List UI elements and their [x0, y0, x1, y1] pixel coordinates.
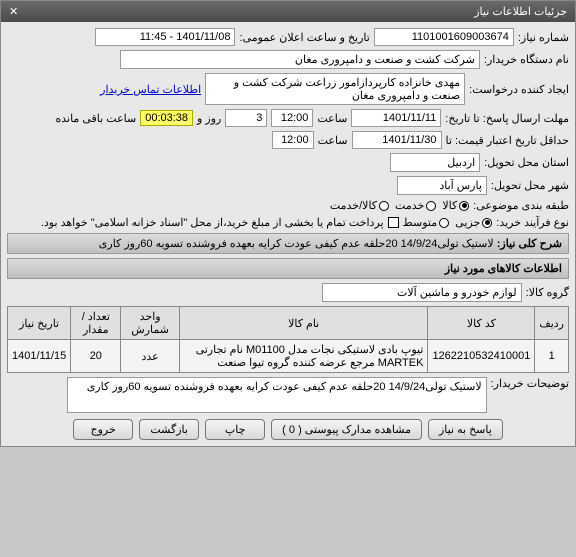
td-qty: 20: [71, 340, 121, 373]
goods-table: ردیف کد کالا نام کالا واحد شمارش تعداد /…: [7, 306, 569, 373]
hour-label-1: ساعت: [317, 112, 347, 125]
province-label: استان محل تحویل:: [484, 156, 569, 169]
price-hour: 12:00: [272, 131, 314, 149]
overview-text: لاستیک تولی14/9/24 20حلقه عدم کیفی عودت …: [99, 238, 494, 250]
pardakht-checkbox[interactable]: [388, 217, 399, 228]
back-button[interactable]: بازگشت: [139, 419, 199, 440]
price-valid-label: حداقل تاریخ اعتبار قیمت: تا: [446, 134, 569, 147]
pardakht-label: پرداخت تمام یا بخشی از مبلغ خرید،از محل …: [41, 216, 384, 229]
days-word: روز و: [197, 112, 221, 125]
td-row: 1: [535, 340, 569, 373]
province-field: اردبیل: [390, 153, 480, 172]
td-date: 1401/11/15: [8, 340, 71, 373]
answer-button[interactable]: پاسخ به نیاز: [428, 419, 503, 440]
announce-label: تاریخ و ساعت اعلان عمومی:: [239, 31, 369, 44]
hour-label-2: ساعت: [318, 134, 348, 147]
td-code: 1262210532410001: [428, 340, 535, 373]
group-field: لوازم خودرو و ماشین آلات: [322, 283, 522, 302]
radio-kk-label: کالا/خدمت: [330, 199, 377, 212]
td-unit: عدد: [121, 340, 180, 373]
details-window: جزئیات اطلاعات نیاز ✕ شماره نیاز: 110100…: [0, 0, 576, 447]
group-label: گروه کالا:: [526, 286, 569, 299]
announce-field: 1401/11/08 - 11:45: [95, 28, 235, 46]
proc-radios: جزیی متوسط: [403, 216, 493, 229]
proc-label: نوع فرآیند خرید:: [496, 216, 569, 229]
radio-kalakhadamat[interactable]: کالا/خدمت: [330, 199, 389, 212]
radio-khadamat[interactable]: خدمت: [395, 199, 436, 212]
radio-jozi-label: جزیی: [455, 216, 480, 229]
window-title: جزئیات اطلاعات نیاز: [474, 5, 567, 18]
days-left: 3: [225, 109, 267, 127]
overview-header-label: شرح کلی نیاز:: [497, 238, 562, 250]
timer: 00:03:38: [140, 110, 193, 126]
buyer-field: شرکت کشت و صنعت و دامپروری مغان: [120, 50, 480, 69]
deadline-date: 1401/11/11: [351, 109, 441, 127]
buyer-desc-label: توضیحات خریدار:: [491, 377, 569, 390]
th-row: ردیف: [535, 307, 569, 340]
deadline-label: مهلت ارسال پاسخ: تا تاریخ:: [445, 112, 569, 125]
deadline-hour: 12:00: [271, 109, 313, 127]
class-radios: کالا خدمت کالا/خدمت: [330, 199, 469, 212]
content: شماره نیاز: 1101001609003674 تاریخ و ساع…: [1, 22, 575, 446]
print-button[interactable]: چاپ: [205, 419, 265, 440]
contact-link[interactable]: اطلاعات تماس خریدار: [100, 83, 201, 96]
radio-kala[interactable]: کالا: [442, 199, 469, 212]
price-date: 1401/11/30: [352, 131, 442, 149]
remain-label: ساعت باقی مانده: [55, 112, 136, 125]
overview-header: شرح کلی نیاز: لاستیک تولی14/9/24 20حلقه …: [7, 233, 569, 254]
button-bar: پاسخ به نیاز مشاهده مدارک پیوستی ( 0 ) چ…: [7, 419, 569, 440]
creator-label: ایجاد کننده درخواست:: [469, 83, 569, 96]
th-qty: تعداد / مقدار: [71, 307, 121, 340]
th-code: کد کالا: [428, 307, 535, 340]
radio-motavasset-label: متوسط: [403, 216, 438, 229]
goods-header: اطلاعات کالاهای مورد نیاز: [7, 258, 569, 279]
radio-khadamat-label: خدمت: [395, 199, 424, 212]
number-field: 1101001609003674: [374, 28, 514, 46]
th-date: تاریخ نیاز: [8, 307, 71, 340]
buyer-desc: لاستیک تولی14/9/24 20حلقه عدم کیفی عودت …: [67, 377, 487, 413]
td-name: تیوپ بادی لاستیکی نجات مدل M01100 نام تج…: [179, 340, 428, 373]
city-label: شهر محل تحویل:: [491, 179, 569, 192]
th-unit: واحد شمارش: [121, 307, 180, 340]
table-row[interactable]: 1 1262210532410001 تیوپ بادی لاستیکی نجا…: [8, 340, 569, 373]
close-icon[interactable]: ✕: [9, 5, 18, 18]
city-field: پارس آباد: [397, 176, 487, 195]
titlebar: جزئیات اطلاعات نیاز ✕: [1, 1, 575, 22]
buyer-label: نام دستگاه خریدار:: [484, 53, 569, 66]
radio-jozi[interactable]: جزیی: [455, 216, 492, 229]
exit-button[interactable]: خروج: [73, 419, 133, 440]
attachments-button[interactable]: مشاهده مدارک پیوستی ( 0 ): [271, 419, 422, 440]
number-label: شماره نیاز:: [518, 31, 569, 44]
table-header-row: ردیف کد کالا نام کالا واحد شمارش تعداد /…: [8, 307, 569, 340]
class-label: طبقه بندی موضوعی:: [473, 199, 569, 212]
radio-kala-label: کالا: [442, 199, 457, 212]
creator-field: مهدی خانزاده کارپردازامور زراعت شرکت کشت…: [205, 73, 465, 105]
th-name: نام کالا: [179, 307, 428, 340]
radio-motavasset[interactable]: متوسط: [403, 216, 450, 229]
